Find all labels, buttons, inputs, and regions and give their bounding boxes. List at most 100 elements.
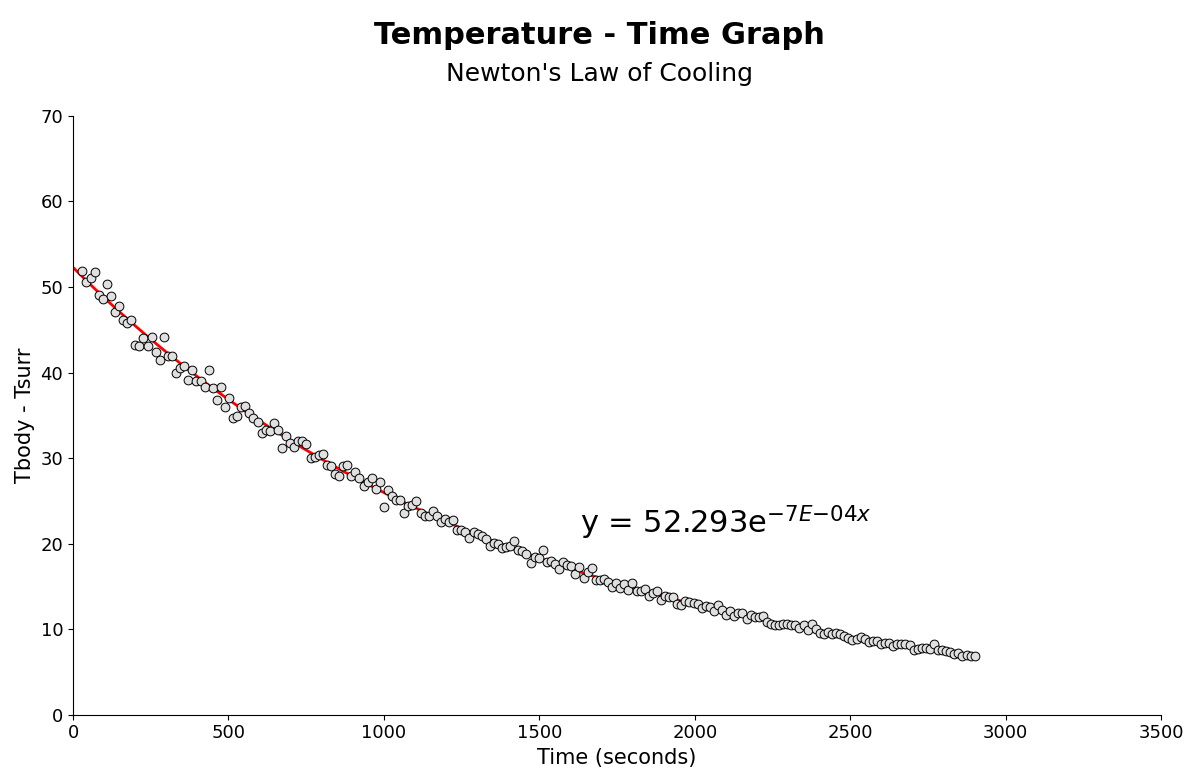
Point <box>860 637 879 649</box>
Point <box>765 619 784 631</box>
Point <box>354 480 373 493</box>
Point <box>460 532 480 544</box>
Point <box>420 511 439 523</box>
Point <box>277 429 296 442</box>
Point <box>447 523 466 536</box>
Point <box>109 300 128 312</box>
Point <box>965 650 984 662</box>
Point <box>839 632 858 644</box>
Point <box>350 471 369 484</box>
Point <box>733 607 752 619</box>
Point <box>933 644 952 656</box>
Point <box>700 601 719 614</box>
Point <box>522 557 541 569</box>
Point <box>778 618 797 630</box>
Point <box>802 618 821 630</box>
Point <box>610 582 629 594</box>
Point <box>962 650 981 662</box>
Point <box>223 412 242 424</box>
Point <box>243 411 263 424</box>
Point <box>141 330 161 343</box>
Point <box>867 634 886 647</box>
Point <box>945 648 964 660</box>
Point <box>89 289 108 301</box>
Point <box>289 435 308 448</box>
Point <box>444 514 463 526</box>
Point <box>928 644 947 656</box>
Point <box>554 556 573 568</box>
Point <box>770 619 789 632</box>
Point <box>126 338 145 351</box>
Point <box>106 306 125 319</box>
Point <box>301 452 320 464</box>
Point <box>231 401 251 413</box>
Point <box>892 638 911 651</box>
Point <box>863 634 882 647</box>
Point <box>851 631 870 644</box>
Point <box>724 610 743 622</box>
Point <box>281 437 300 449</box>
Point <box>359 476 378 489</box>
Point <box>916 642 935 655</box>
Point <box>496 540 516 553</box>
Point <box>318 459 337 471</box>
Point <box>753 609 772 622</box>
Point <box>309 449 329 461</box>
Point <box>427 510 446 522</box>
Point <box>468 528 487 540</box>
Point <box>423 505 442 518</box>
Text: y = 52.293e$^{-7E\mathrm{-}04x}$: y = 52.293e$^{-7E\mathrm{-}04x}$ <box>580 503 872 542</box>
Point <box>342 470 361 482</box>
Point <box>269 424 288 437</box>
Point <box>114 313 133 326</box>
Point <box>129 340 149 352</box>
Point <box>717 608 736 621</box>
Point <box>790 621 809 633</box>
Point <box>179 373 198 386</box>
Point <box>484 537 504 550</box>
Point <box>162 350 181 363</box>
Point <box>284 441 303 453</box>
Point <box>264 417 283 429</box>
Point <box>333 460 353 472</box>
Point <box>912 641 932 654</box>
Point <box>819 626 838 638</box>
Point <box>749 611 769 623</box>
Point <box>872 637 891 650</box>
Point <box>884 640 903 652</box>
Point <box>158 349 177 362</box>
Point <box>325 467 344 480</box>
Point <box>170 362 189 374</box>
Point <box>639 590 658 602</box>
Point <box>272 442 291 454</box>
Point <box>80 272 100 284</box>
Point <box>167 366 186 379</box>
Point <box>729 607 748 619</box>
Point <box>590 574 609 586</box>
Point <box>570 561 589 573</box>
Text: Newton's Law of Cooling: Newton's Law of Cooling <box>446 63 753 86</box>
Point <box>683 597 703 610</box>
Point <box>211 381 230 394</box>
Point <box>293 435 312 447</box>
Point <box>936 644 956 657</box>
Point <box>537 555 556 568</box>
Point <box>904 644 923 656</box>
Point <box>464 525 483 538</box>
Point <box>709 599 728 612</box>
Point <box>252 427 271 439</box>
Point <box>508 543 528 556</box>
Point <box>513 545 532 557</box>
Point <box>941 645 960 658</box>
Point <box>501 539 520 552</box>
Point <box>643 586 662 599</box>
Point <box>831 628 850 640</box>
Point <box>799 623 818 636</box>
Point <box>875 637 894 649</box>
Point <box>855 633 874 645</box>
Point <box>880 637 899 650</box>
Point <box>741 609 760 622</box>
Point <box>248 416 267 428</box>
Point <box>721 605 740 618</box>
Point <box>121 314 140 327</box>
